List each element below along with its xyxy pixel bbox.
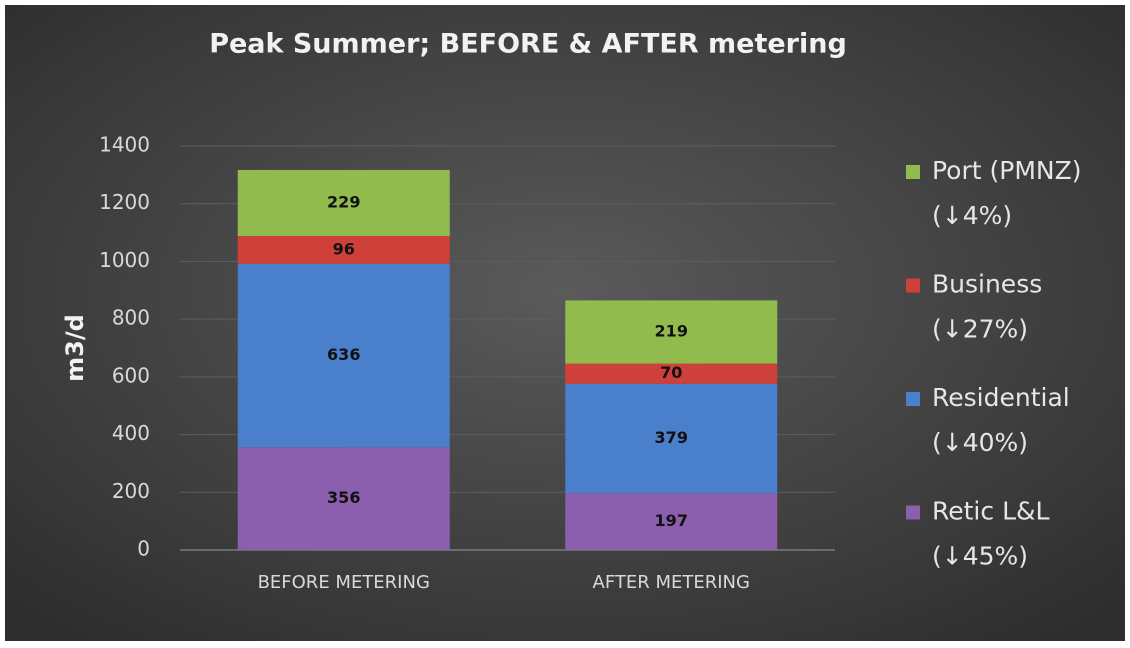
legend-label: Retic L&L [932,497,1049,526]
data-label: 197 [655,511,688,530]
y-tick-label: 400 [112,421,150,445]
y-tick-label: 800 [112,306,150,330]
y-tick-label: 600 [112,363,150,387]
legend-change: (↓40%) [932,428,1028,457]
y-tick-label: 200 [112,479,150,503]
bar-segment [237,447,450,550]
bar-segment [237,236,450,264]
data-label: 96 [333,239,355,258]
legend-label: Residential [932,383,1070,412]
x-tick-label: BEFORE METERING [258,572,430,593]
legend-swatch [906,165,920,179]
data-label: 356 [327,488,360,507]
data-label: 70 [660,363,682,382]
data-label: 379 [655,428,688,447]
legend-swatch [906,278,920,293]
bar-segment [565,363,778,384]
bar-segment [565,300,778,364]
bar-segment [565,493,778,550]
legend-label: Port (PMNZ) [932,156,1082,185]
bar-segment [237,169,450,237]
legend-change: (↓27%) [932,315,1028,344]
data-label: 636 [327,345,360,364]
legend-label: Business [932,270,1042,299]
y-tick-label: 0 [137,537,150,561]
legend-change: (↓45%) [932,542,1028,571]
y-axis-label: m3/d [61,314,89,382]
y-tick-label: 1000 [99,248,150,272]
y-tick-label: 1200 [99,190,150,214]
chart-title: Peak Summer; BEFORE & AFTER metering [209,29,847,60]
bar-segment [237,263,450,448]
y-tick-label: 1400 [99,133,150,157]
data-label: 219 [655,321,688,340]
bar-segment [565,383,778,494]
data-label: 229 [327,192,360,211]
legend-swatch [906,505,920,520]
background [5,5,1125,641]
x-tick-label: AFTER METERING [593,572,750,593]
legend-change: (↓4%) [932,201,1012,230]
legend-swatch [906,392,920,406]
